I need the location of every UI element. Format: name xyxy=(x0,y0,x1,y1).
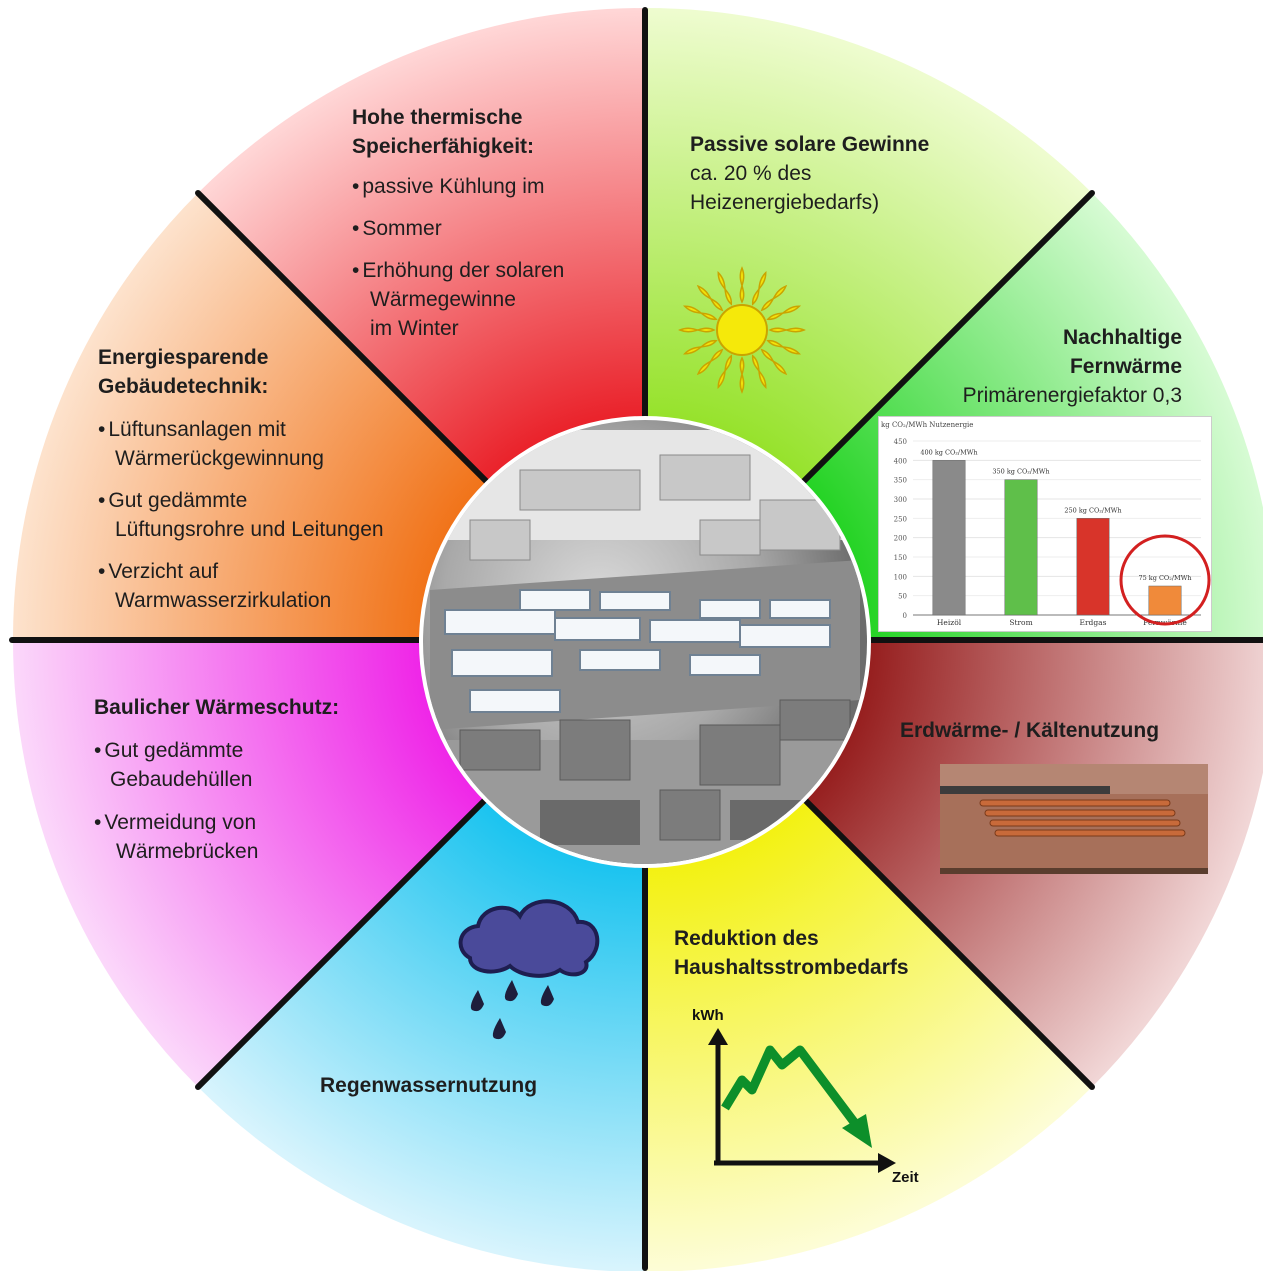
thermal-bullet-3-cont: Wärmegewinne xyxy=(370,288,516,311)
chart-y-tick-label: 150 xyxy=(894,554,907,562)
chart-y-tick-label: 50 xyxy=(898,593,907,601)
thermal-bullet-3-cont2: im Winter xyxy=(370,317,459,340)
tech-bullet-3-cont: Warmwasserzirkulation xyxy=(115,589,332,612)
district-title-line-2: Fernwärme xyxy=(1069,355,1182,378)
thermal-bullet-2: Sommer xyxy=(352,214,564,243)
geothermal-title: Erdwärme- / Kältenutzung xyxy=(900,719,1160,742)
geothermal-text: Erdwärme- / Kältenutzung xyxy=(900,716,1159,745)
tech-bullet-3: Verzicht auf xyxy=(98,557,384,586)
district-heating-text: Nachhaltige Fernwärme Primärenergiefakto… xyxy=(880,323,1182,410)
insulation-bullet-1: Gut gedämmte xyxy=(94,736,339,765)
solar-title: Passive solare Gewinne xyxy=(690,133,930,156)
time-axis-label: Zeit xyxy=(892,1169,919,1186)
rainwater-title: Regenwassernutzung xyxy=(320,1074,538,1097)
chart-y-tick-label: 300 xyxy=(894,496,907,504)
descending-trend-arrow-icon xyxy=(721,1045,864,1133)
tech-bullet-1-cont: Wärmerückgewinnung xyxy=(115,447,324,470)
insulation-bullet-2: Vermeidung von xyxy=(94,808,339,837)
district-primary-energy-factor: Primärenergiefaktor 0,3 xyxy=(962,384,1182,407)
thermal-bullet-1: passive Kühlung im xyxy=(352,172,564,201)
thermal-title-line-1: Hohe thermische xyxy=(352,106,523,129)
household-power-trend-chart xyxy=(708,1028,896,1173)
solar-line-2: Heizenergiebedarfs) xyxy=(690,191,880,214)
chart-data-label: 75 kg CO₂/MWh xyxy=(1138,574,1191,582)
chart-category-label: Heizöl xyxy=(937,618,962,627)
chart-category-label: Strom xyxy=(1009,618,1032,627)
chart-y-tick-label: 100 xyxy=(894,573,907,581)
chart-y-tick-label: 200 xyxy=(894,535,907,543)
chart-bar xyxy=(932,460,966,616)
solar-line-1: ca. 20 % des xyxy=(690,162,812,185)
household-title-line-1: Reduktion des xyxy=(674,927,819,950)
chart-bar xyxy=(1004,479,1038,616)
chart-y-tick-label: 0 xyxy=(903,612,907,620)
chart-category-label: Erdgas xyxy=(1080,618,1107,627)
tech-title-line-2: Gebäudetechnik: xyxy=(98,375,269,398)
building-tech-text: Energiesparende Gebäudetechnik: Lüftunsa… xyxy=(98,343,384,615)
rainwater-text: Regenwassernutzung xyxy=(320,1071,537,1100)
chart-y-tick-label: 450 xyxy=(894,438,907,446)
insulation-bullet-2-cont: Wärmebrücken xyxy=(116,840,259,863)
tech-bullet-1: Lüftunsanlagen mit xyxy=(98,415,384,444)
thermal-storage-text: Hohe thermische Speicherfähigkeit: passi… xyxy=(352,103,564,343)
chart-y-tick-label: 350 xyxy=(894,477,907,485)
chart-data-label: 350 kg CO₂/MWh xyxy=(992,468,1049,476)
district-title-line-1: Nachhaltige xyxy=(1062,326,1182,349)
kwh-axis-label: kWh xyxy=(692,1007,724,1024)
chart-data-label: 250 kg CO₂/MWh xyxy=(1064,506,1121,514)
thermal-bullet-3: Erhöhung der solaren xyxy=(352,256,564,285)
tech-bullet-2: Gut gedämmte xyxy=(98,486,384,515)
insulation-bullet-1-cont: Gebaudehüllen xyxy=(110,768,253,791)
household-title-line-2: Haushaltsstrombedarfs xyxy=(674,956,909,979)
chart-highlight-circle xyxy=(1119,534,1211,626)
tech-bullet-2-cont: Lüftungsrohre und Leitungen xyxy=(115,518,384,541)
city-model-image xyxy=(419,416,871,868)
chart-bar xyxy=(1148,585,1182,616)
thermal-title-line-2: Speicherfähigkeit: xyxy=(352,135,535,158)
chart-y-axis-title: kg CO₂/MWh Nutzenergie xyxy=(881,421,973,429)
sun-icon xyxy=(678,266,806,394)
tech-title-line-1: Energiesparende xyxy=(98,346,269,369)
rain-cloud-icon xyxy=(458,899,600,1040)
insulation-text: Baulicher Wärmeschutz: Gut gedämmte Geba… xyxy=(94,693,339,866)
geothermal-pipes-photo xyxy=(940,764,1208,874)
household-power-text: Reduktion des Haushaltsstrombedarfs xyxy=(674,924,909,982)
chart-data-label: 400 kg CO₂/MWh xyxy=(920,448,977,456)
chart-y-tick-label: 400 xyxy=(894,457,907,465)
chart-y-tick-label: 250 xyxy=(894,515,907,523)
solar-gains-text: Passive solare Gewinne ca. 20 % des Heiz… xyxy=(690,130,929,217)
chart-bar xyxy=(1076,518,1110,616)
co2-bar-chart: kg CO₂/MWh Nutzenergie 0 50 100 150 200 250 300… xyxy=(878,416,1212,632)
insulation-title: Baulicher Wärmeschutz: xyxy=(94,696,340,719)
